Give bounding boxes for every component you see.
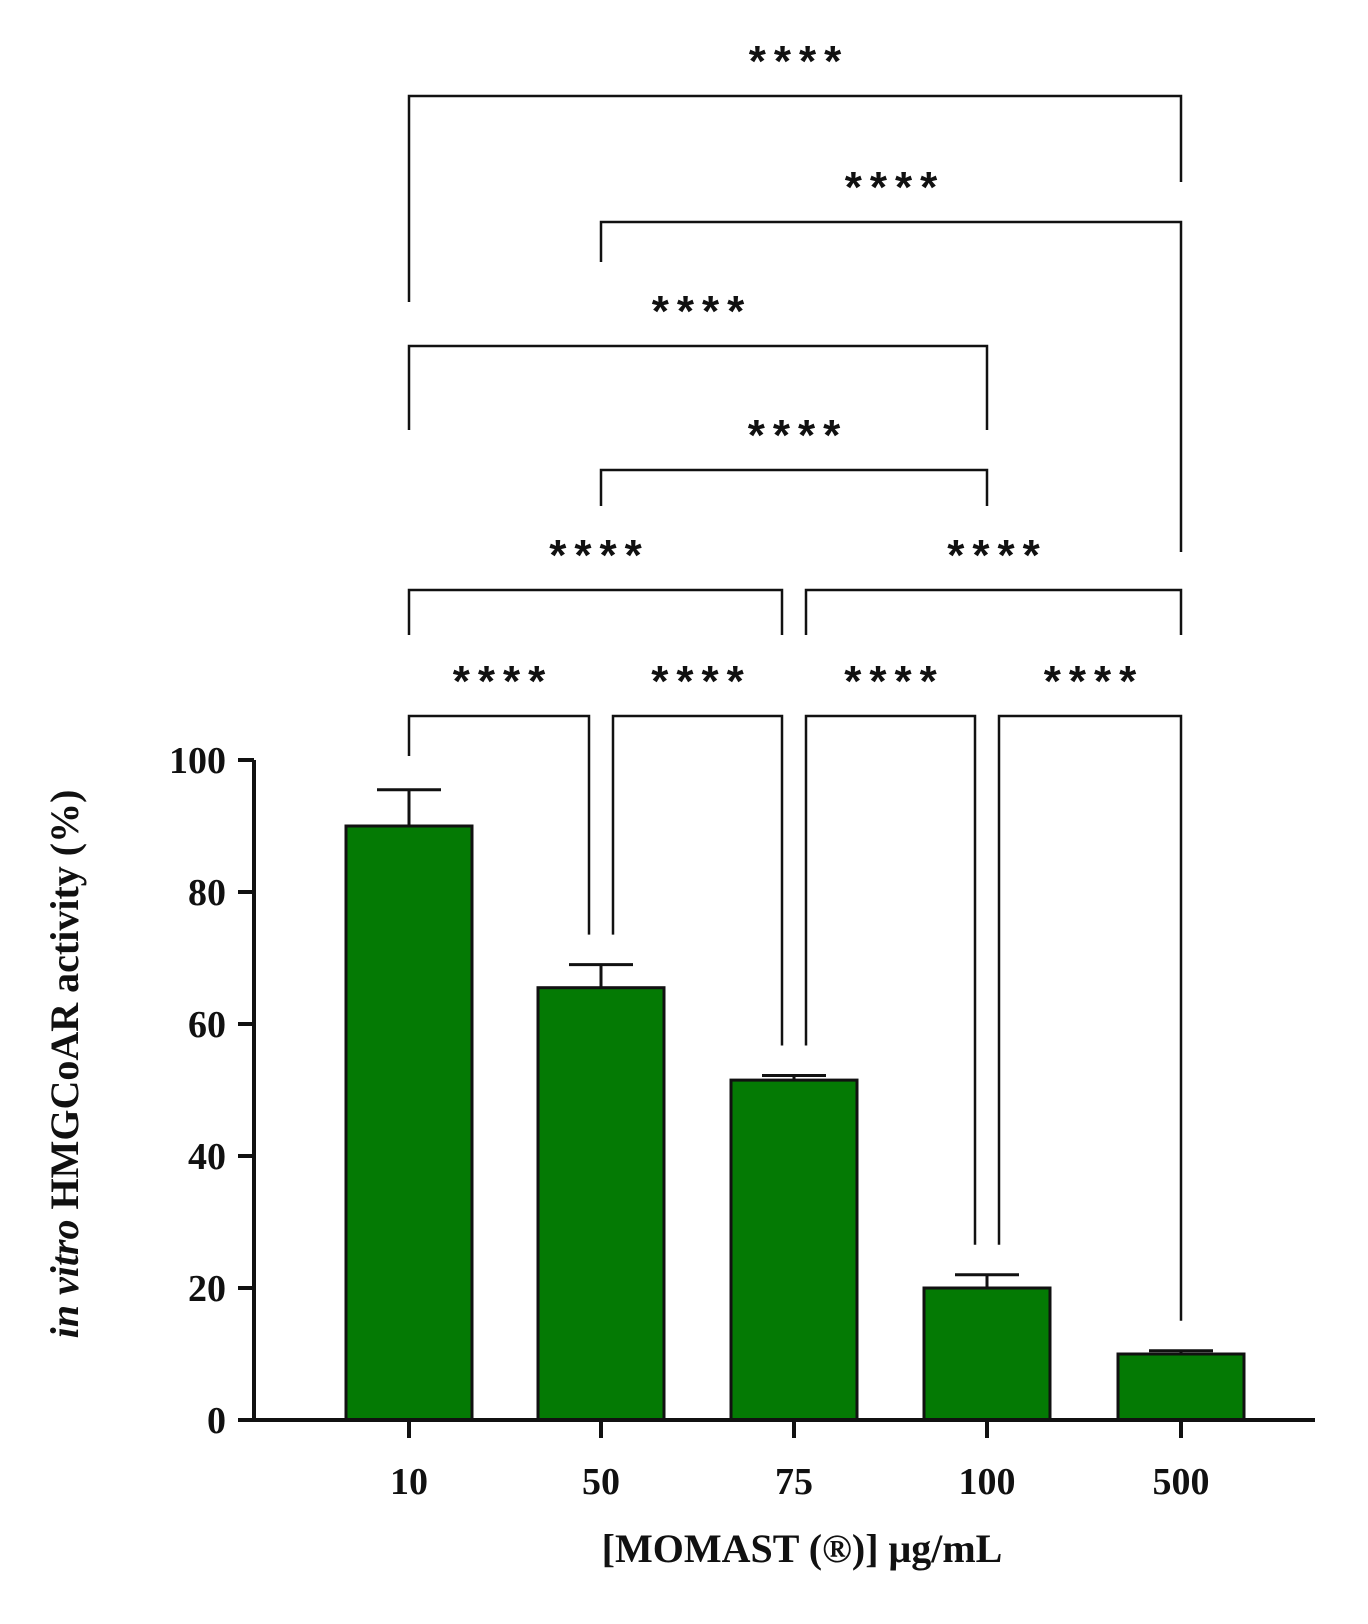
bracket-line [611, 714, 784, 1046]
error-bar-50 [569, 963, 633, 988]
significance-bracket-50-75: **** [611, 657, 784, 1046]
y-tick-label: 80 [188, 872, 226, 914]
significance-bracket-10-500: **** [407, 37, 1183, 302]
bars-layer [344, 824, 1246, 1422]
bar-500 [1116, 1352, 1246, 1422]
significance-label: **** [947, 531, 1048, 580]
bracket-line [599, 220, 1183, 552]
significance-bracket-100-500: **** [997, 657, 1183, 1321]
axes-layer: 0 20 40 60 80 100 10 50 75 100 500 [169, 740, 1315, 1503]
bar-10 [344, 824, 474, 1422]
significance-bracket-50-500: **** [599, 163, 1183, 552]
x-tick-label: 75 [775, 1461, 813, 1503]
significance-bracket-75-500: **** [804, 531, 1183, 635]
bar-75 [729, 1078, 859, 1422]
x-tick-label: 50 [582, 1461, 620, 1503]
significance-label: **** [1044, 657, 1145, 706]
x-tick-label: 100 [959, 1461, 1016, 1503]
significance-label: **** [652, 287, 753, 336]
bar-100 [922, 1286, 1052, 1422]
bracket-line [407, 588, 784, 635]
y-tick-label: 0 [207, 1400, 226, 1442]
y-tick-label: 60 [188, 1004, 226, 1046]
significance-label: **** [748, 411, 849, 460]
significance-label: **** [844, 657, 945, 706]
error-bars-layer [377, 788, 1213, 1354]
bracket-line [407, 344, 989, 430]
y-axis-label: in vitro HMGCoAR activity (%) [42, 790, 87, 1339]
significance-label: **** [549, 531, 650, 580]
bracket-line [407, 94, 1183, 302]
error-bar-75 [762, 1073, 826, 1081]
significance-bracket-50-100: **** [599, 411, 989, 506]
significance-label: **** [651, 657, 752, 706]
bracket-line [804, 714, 977, 1245]
x-tick-label: 10 [390, 1461, 428, 1503]
significance-label: **** [453, 657, 554, 706]
significance-bracket-10-100: **** [407, 287, 989, 430]
bar-50 [536, 986, 666, 1422]
y-axis-label-text: HMGCoAR activity (%) [42, 790, 87, 1210]
x-tick-label: 500 [1153, 1461, 1210, 1503]
y-tick-label: 20 [188, 1268, 226, 1310]
significance-label: **** [749, 37, 850, 86]
error-bar-100 [955, 1273, 1019, 1288]
x-axis-label: [MOMAST (®)] μg/mL [602, 1526, 1003, 1571]
bracket-line [997, 714, 1183, 1321]
significance-bracket-75-100: **** [804, 657, 977, 1245]
significance-bracket-10-50: **** [407, 657, 591, 935]
y-axis-label-italic: in vitro [42, 1220, 87, 1339]
y-tick-label: 40 [188, 1136, 226, 1178]
significance-bracket-10-75: **** [407, 531, 784, 635]
significance-brackets-layer: **** **** **** **** **** **** **** **** **** **** [407, 37, 1183, 1321]
error-bar-10 [377, 788, 441, 826]
significance-label: **** [845, 163, 946, 212]
bracket-line [407, 714, 591, 935]
bracket-line [804, 588, 1183, 635]
error-bar-500 [1149, 1349, 1213, 1354]
y-tick-label: 100 [169, 740, 226, 782]
bracket-line [599, 468, 989, 506]
